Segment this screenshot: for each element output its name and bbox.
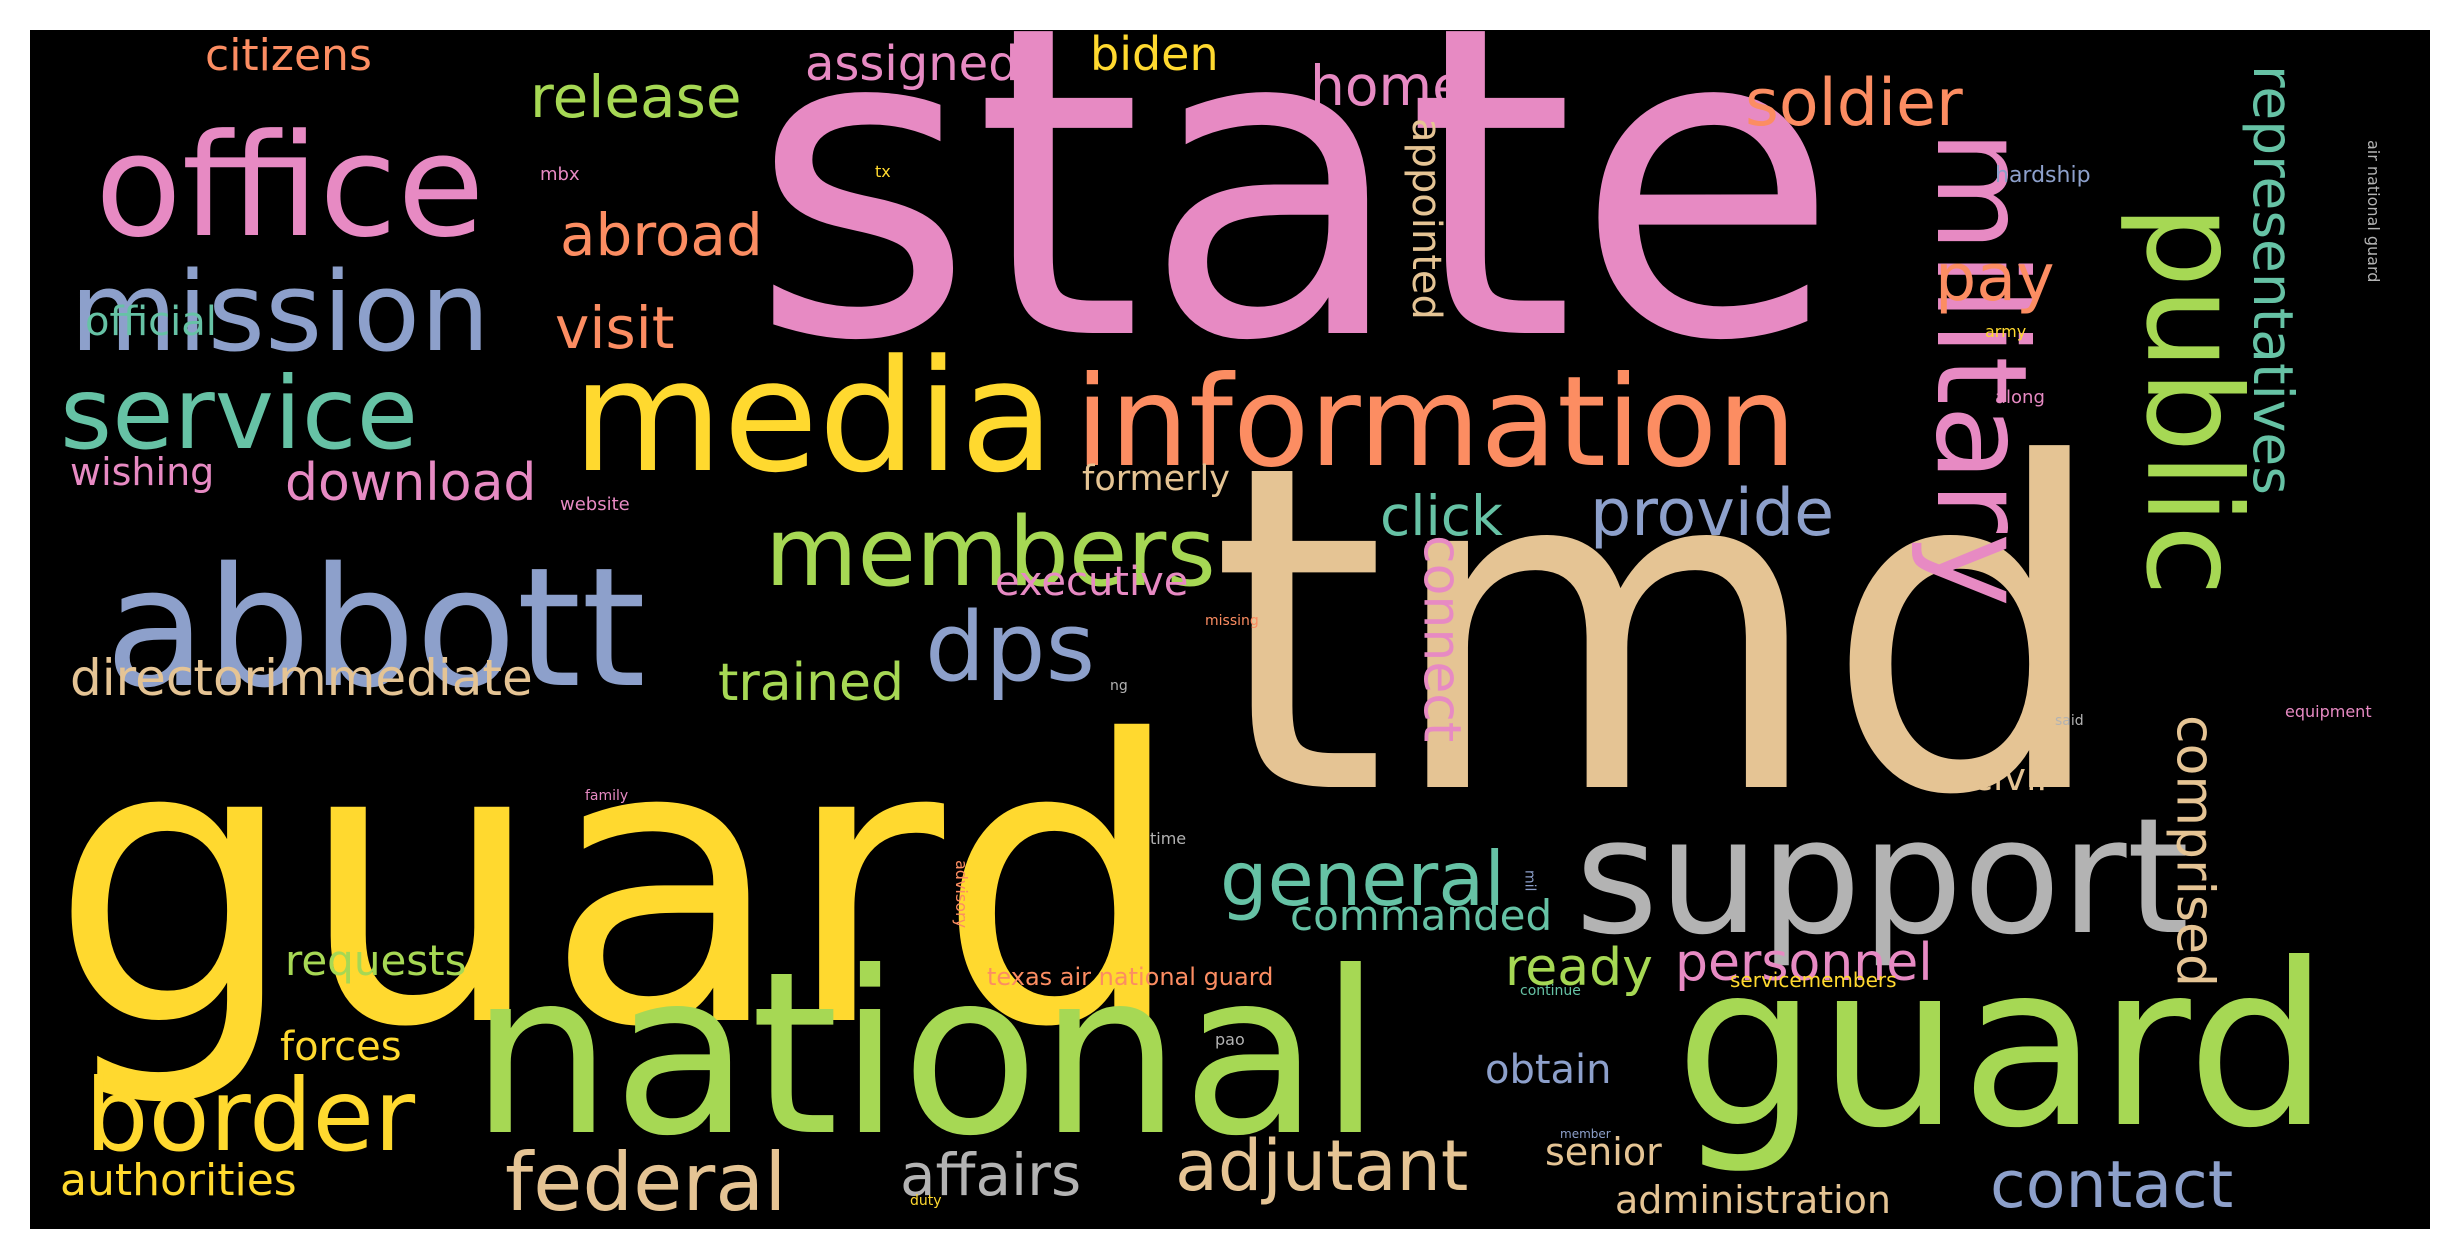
- word-adjutant: adjutant: [1175, 1125, 1468, 1207]
- word-visit: visit: [555, 294, 675, 362]
- word-mbx: mbx: [540, 164, 580, 185]
- word-military: military: [1908, 130, 2053, 607]
- word-trained: trained: [718, 653, 904, 713]
- word-official: official: [85, 299, 217, 345]
- word-along: along: [1995, 387, 2045, 408]
- word-hardship: hardship: [1995, 163, 2091, 188]
- word-personnel: personnel: [1675, 933, 1933, 993]
- word-general: general: [1220, 835, 1505, 923]
- word-dps: dps: [925, 593, 1095, 703]
- word-pao: pao: [1215, 1030, 1245, 1049]
- word-requests: requests: [285, 936, 467, 985]
- word-border: border: [85, 1057, 416, 1174]
- word-directorimmediate: directorimmediate: [70, 649, 533, 707]
- word-ready: ready: [1505, 938, 1653, 998]
- word-support: support: [1575, 783, 2189, 970]
- word-abbott: abbott: [105, 532, 646, 724]
- word-home: home: [1310, 54, 1466, 118]
- word-cloud: state tmd guard national guard support media in…: [30, 30, 2430, 1229]
- word-ng: ng: [1110, 678, 1128, 694]
- word-national: national: [470, 924, 1382, 1186]
- word-provide: provide: [1590, 476, 1834, 551]
- word-appointed: appointed: [1403, 118, 1449, 320]
- word-public: public: [2117, 205, 2269, 596]
- word-family: family: [585, 788, 628, 804]
- word-formerly: formerly: [1082, 459, 1230, 499]
- word-comprised: comprised: [2164, 715, 2224, 987]
- word-said: said: [2055, 713, 2084, 729]
- word-contact: contact: [1990, 1148, 2233, 1223]
- word-texas-air-national-guard: texas air national guard: [987, 963, 1273, 991]
- word-guard: guard: [1675, 916, 2330, 1178]
- word-website: website: [560, 494, 630, 515]
- word-tx: tx: [875, 162, 891, 181]
- word-state: state: [750, 30, 1839, 435]
- word-servicemembers: servicemembers: [1730, 968, 1897, 992]
- word-click: click: [1380, 484, 1503, 548]
- word-civil: civil: [1972, 755, 2047, 799]
- word-air-national-guard: air national guard: [2364, 140, 2383, 282]
- word-affairs: affairs: [900, 1141, 1081, 1209]
- word-abroad: abroad: [560, 201, 763, 269]
- word-office: office: [95, 104, 485, 269]
- word-wishing: wishing: [70, 450, 214, 494]
- word-members: members: [765, 498, 1216, 608]
- word-member: member: [1560, 1127, 1611, 1141]
- word-continue: continue: [1520, 983, 1581, 999]
- word-mission: mission: [70, 248, 490, 376]
- word-representatives: representatives: [2241, 65, 2305, 495]
- word-release: release: [530, 63, 742, 131]
- word-missing: missing: [1205, 613, 1259, 629]
- word-federal: federal: [505, 1136, 787, 1229]
- word-pay: pay: [1935, 241, 2055, 316]
- word-connect: connect: [1411, 535, 1471, 742]
- word-duty: duty: [910, 1193, 942, 1209]
- word-media: media: [572, 326, 1055, 507]
- word-time: time: [1150, 829, 1186, 848]
- word-tmd: tmd: [1210, 370, 2110, 894]
- word-senior: senior: [1545, 1130, 1662, 1174]
- word-information: information: [1075, 350, 1796, 495]
- word-army: army: [1985, 322, 2026, 341]
- word-download: download: [285, 453, 536, 513]
- word-assigned: assigned: [805, 36, 1019, 92]
- word-biden: biden: [1090, 30, 1219, 81]
- word-guard: guard: [50, 658, 1185, 1112]
- word-service: service: [60, 355, 418, 472]
- word-advisory: advisory: [952, 860, 971, 928]
- word-administration: administration: [1615, 1178, 1891, 1222]
- word-executive: executive: [995, 559, 1188, 605]
- word-soldier: soldier: [1745, 66, 1963, 141]
- word-obtain: obtain: [1485, 1047, 1612, 1093]
- word-authorities: authorities: [60, 1155, 297, 1206]
- word-citizens: citizens: [205, 30, 372, 81]
- word-commanded: commanded: [1290, 891, 1552, 940]
- word-forces: forces: [280, 1024, 402, 1070]
- word-mil: mil: [1521, 870, 1537, 891]
- word-equipment: equipment: [2285, 702, 2372, 721]
